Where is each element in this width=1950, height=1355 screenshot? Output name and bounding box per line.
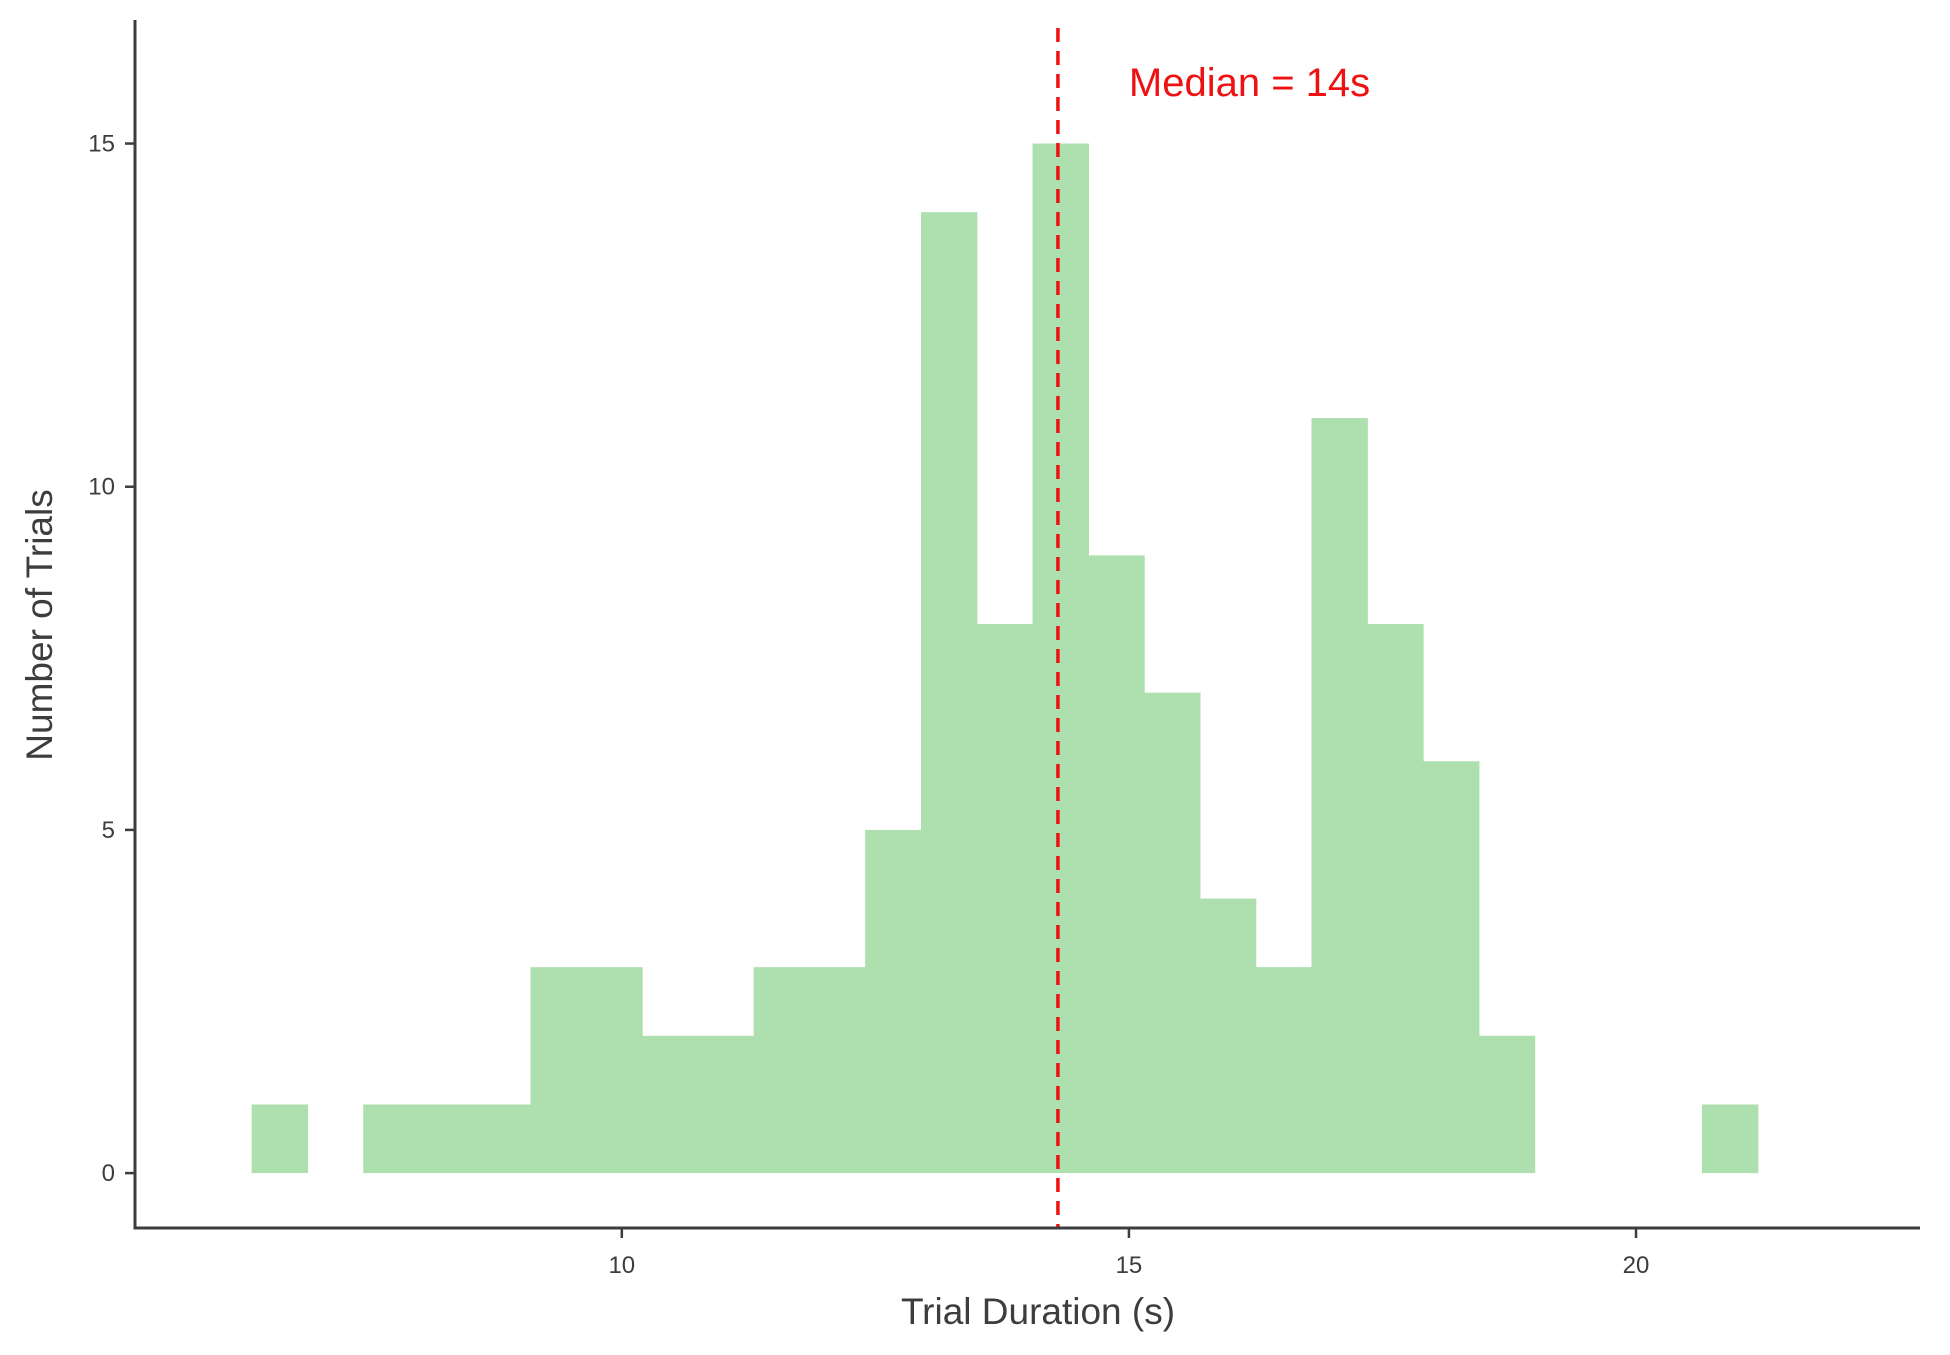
y-axis-title: Number of Trials	[19, 489, 60, 760]
histogram-bar	[1144, 692, 1201, 1174]
x-ticks-layer: 10 15 20	[608, 1228, 1649, 1279]
histogram-bar	[921, 212, 978, 1174]
x-tick-label: 10	[608, 1252, 635, 1279]
histogram-bar	[753, 967, 811, 1174]
histogram-bar	[586, 967, 643, 1174]
histogram-bar	[418, 1104, 476, 1174]
histogram-bar	[976, 624, 1034, 1174]
x-axis-title: Trial Duration (s)	[901, 1291, 1175, 1332]
y-tick-label: 15	[88, 131, 115, 158]
histogram-bar	[642, 1035, 699, 1174]
axes-layer	[133, 20, 1920, 1230]
histogram-bar	[1255, 967, 1313, 1174]
histogram-bar	[363, 1104, 420, 1174]
x-tick-label: 15	[1116, 1252, 1143, 1279]
histogram-bar	[474, 1104, 532, 1174]
y-tick-label: 5	[102, 817, 115, 844]
y-tick-label: 10	[88, 474, 115, 501]
y-tick-label: 0	[102, 1160, 115, 1187]
histogram-bar	[697, 1035, 755, 1174]
x-tick-label: 20	[1623, 1252, 1650, 1279]
histogram-bar	[1032, 143, 1089, 1174]
histogram-bar	[251, 1104, 309, 1174]
histogram-bar	[530, 967, 587, 1174]
median-annotation: Median = 14s	[1129, 61, 1370, 105]
histogram-bar	[865, 829, 922, 1174]
histogram-bar	[1423, 761, 1480, 1174]
histogram-bar	[1088, 555, 1145, 1174]
histogram-bar	[809, 967, 866, 1174]
histogram-bar	[1701, 1104, 1759, 1174]
bars-layer	[251, 143, 1759, 1174]
histogram-bar	[1311, 418, 1368, 1174]
y-ticks-layer: 0 5 10 15	[88, 131, 135, 1187]
histogram-bar	[1367, 624, 1424, 1174]
histogram-bar	[1199, 898, 1257, 1174]
histogram-bar	[1478, 1035, 1536, 1174]
